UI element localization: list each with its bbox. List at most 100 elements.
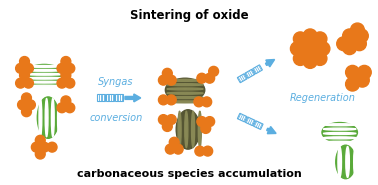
Circle shape: [61, 96, 71, 106]
Circle shape: [18, 100, 28, 110]
Polygon shape: [245, 117, 255, 126]
Circle shape: [313, 32, 327, 46]
Circle shape: [15, 78, 25, 88]
Circle shape: [343, 29, 356, 43]
Ellipse shape: [167, 88, 203, 90]
Circle shape: [201, 124, 211, 133]
Circle shape: [166, 115, 176, 125]
Text: carbonaceous species accumulation: carbonaceous species accumulation: [77, 169, 301, 179]
Ellipse shape: [25, 65, 63, 67]
Circle shape: [158, 75, 168, 85]
Circle shape: [197, 73, 207, 83]
Circle shape: [166, 75, 176, 85]
Circle shape: [203, 146, 213, 156]
Text: Syngas: Syngas: [98, 77, 134, 87]
Circle shape: [358, 65, 371, 79]
Circle shape: [23, 78, 33, 88]
Ellipse shape: [23, 64, 65, 86]
Ellipse shape: [167, 92, 203, 94]
Ellipse shape: [167, 79, 203, 81]
Circle shape: [316, 42, 330, 56]
Ellipse shape: [167, 97, 203, 99]
Circle shape: [15, 63, 25, 73]
Circle shape: [61, 57, 71, 66]
Circle shape: [205, 117, 215, 127]
Circle shape: [313, 52, 327, 65]
Polygon shape: [253, 121, 263, 130]
FancyArrow shape: [125, 94, 141, 102]
Circle shape: [345, 77, 359, 91]
Ellipse shape: [25, 77, 63, 79]
Circle shape: [309, 42, 323, 56]
Ellipse shape: [45, 99, 48, 137]
Circle shape: [65, 63, 75, 73]
Circle shape: [57, 63, 67, 73]
Circle shape: [303, 29, 317, 43]
Ellipse shape: [324, 132, 356, 134]
Bar: [98, 95, 105, 101]
Circle shape: [293, 52, 307, 65]
Text: Sintering of oxide: Sintering of oxide: [130, 9, 248, 22]
Circle shape: [202, 97, 212, 107]
Ellipse shape: [25, 69, 63, 71]
Circle shape: [57, 78, 67, 88]
Circle shape: [209, 66, 218, 76]
Circle shape: [303, 42, 317, 56]
Ellipse shape: [354, 147, 357, 177]
Circle shape: [65, 78, 75, 88]
Circle shape: [158, 95, 168, 105]
Ellipse shape: [346, 147, 349, 177]
Bar: [115, 95, 123, 101]
Ellipse shape: [324, 128, 356, 130]
Circle shape: [303, 48, 317, 61]
Circle shape: [303, 55, 317, 68]
Ellipse shape: [176, 110, 200, 149]
Circle shape: [205, 73, 215, 83]
Ellipse shape: [178, 111, 181, 148]
Polygon shape: [253, 65, 262, 74]
Polygon shape: [237, 74, 247, 83]
Ellipse shape: [25, 73, 63, 75]
Circle shape: [57, 103, 67, 113]
Circle shape: [20, 57, 29, 66]
FancyArrow shape: [266, 127, 276, 134]
Bar: [106, 95, 114, 101]
Ellipse shape: [185, 111, 188, 148]
Ellipse shape: [324, 141, 356, 143]
Ellipse shape: [25, 81, 63, 83]
FancyArrow shape: [265, 60, 274, 67]
Circle shape: [194, 97, 204, 107]
Circle shape: [25, 100, 35, 110]
Circle shape: [163, 68, 172, 78]
Ellipse shape: [192, 111, 195, 148]
Circle shape: [337, 37, 350, 51]
Circle shape: [166, 95, 176, 105]
Circle shape: [22, 107, 31, 117]
Circle shape: [293, 32, 307, 46]
Ellipse shape: [25, 85, 63, 87]
Circle shape: [290, 42, 304, 56]
Circle shape: [61, 70, 71, 80]
Circle shape: [39, 142, 49, 152]
Ellipse shape: [338, 147, 341, 177]
Circle shape: [355, 29, 368, 43]
Circle shape: [20, 70, 29, 80]
Circle shape: [165, 144, 175, 154]
Ellipse shape: [37, 97, 59, 138]
Text: conversion: conversion: [90, 113, 143, 123]
Circle shape: [343, 41, 356, 55]
Circle shape: [197, 117, 207, 127]
Ellipse shape: [167, 84, 203, 86]
Ellipse shape: [324, 124, 356, 126]
Ellipse shape: [39, 99, 42, 137]
Circle shape: [35, 149, 45, 159]
Ellipse shape: [336, 145, 355, 179]
Text: Regeneration: Regeneration: [290, 93, 355, 103]
Ellipse shape: [167, 101, 203, 103]
Circle shape: [355, 73, 369, 87]
Circle shape: [23, 63, 33, 73]
Circle shape: [158, 115, 168, 125]
Polygon shape: [237, 113, 247, 122]
Ellipse shape: [324, 137, 356, 139]
Ellipse shape: [322, 122, 358, 142]
